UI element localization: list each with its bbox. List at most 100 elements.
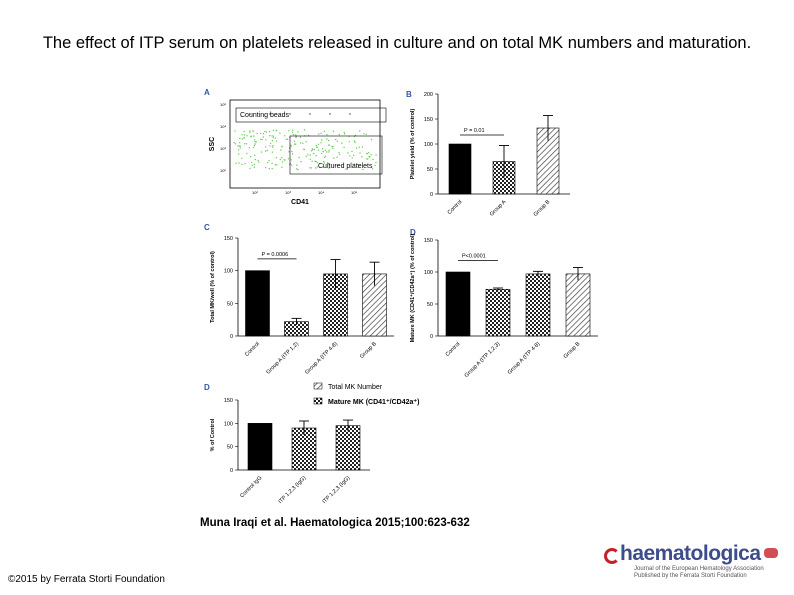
scatter-point bbox=[328, 167, 330, 169]
scatter-point bbox=[343, 146, 345, 148]
copyright: ©2015 by Ferrata Storti Foundation bbox=[8, 574, 165, 585]
scatter-point bbox=[300, 161, 302, 163]
scatter-point bbox=[265, 146, 267, 148]
scatter-point bbox=[288, 151, 290, 153]
scatter-point bbox=[305, 155, 307, 157]
scatter-point bbox=[292, 129, 294, 131]
scatter-point bbox=[281, 157, 283, 159]
bar bbox=[485, 288, 511, 337]
scatter-point bbox=[235, 162, 237, 164]
scatter-point bbox=[322, 166, 324, 168]
bar-chart-1: 0 50 100 150 200 Platelet yield (% of control… bbox=[410, 92, 570, 218]
scatter-point bbox=[366, 152, 368, 155]
y-tick-label: 50 bbox=[227, 445, 233, 451]
scatter-point bbox=[352, 154, 355, 156]
scatter-point bbox=[234, 130, 236, 132]
scatter-point bbox=[310, 167, 312, 169]
scatter-point bbox=[239, 145, 241, 147]
scatter-point bbox=[237, 145, 239, 147]
scatter-point bbox=[239, 147, 241, 149]
y-tick-label: 150 bbox=[424, 238, 433, 244]
gate-label-beads: Counting beads bbox=[240, 112, 290, 119]
scatter-point bbox=[252, 130, 254, 132]
y-axis-label: Total MK/well (% of control) bbox=[210, 251, 216, 323]
scatter-point bbox=[333, 157, 335, 159]
scatter-point bbox=[265, 167, 267, 169]
scatter-point bbox=[266, 161, 269, 164]
scatter-point bbox=[294, 143, 297, 145]
y-tick-label: 0 bbox=[430, 192, 433, 198]
bar-chart-3: 0 50 100 150 Mature MK (CD41⁺/CD42a⁺) (% of … bbox=[409, 233, 598, 379]
scatter-point bbox=[315, 167, 317, 169]
category-label: Control IgG bbox=[239, 475, 263, 499]
gate-label-platelets: Cultured platelets bbox=[318, 163, 373, 170]
category-label: ITP 1,2,3 (IgG) bbox=[322, 475, 352, 505]
scatter-point bbox=[313, 148, 315, 151]
scatter-point bbox=[259, 132, 262, 135]
scatter-points bbox=[233, 113, 377, 171]
bead-point bbox=[329, 113, 331, 115]
scatter-point bbox=[290, 164, 293, 166]
scatter-point bbox=[323, 130, 325, 132]
scatter-point bbox=[246, 135, 248, 137]
scatter-point bbox=[328, 144, 330, 146]
scatter-point bbox=[347, 152, 349, 154]
scatter-point bbox=[353, 163, 355, 165]
scatter-point bbox=[254, 158, 257, 161]
scatter-point bbox=[279, 158, 281, 161]
scatter-point bbox=[250, 135, 253, 137]
scatter-point bbox=[290, 145, 292, 147]
slide-title: The effect of ITP serum on platelets rel… bbox=[42, 34, 752, 52]
figure: A B C D D Counting beads Cultured platel… bbox=[190, 80, 610, 515]
scatter-point bbox=[246, 152, 248, 155]
scatter-point bbox=[324, 149, 327, 152]
bead-point bbox=[249, 113, 251, 115]
panel-letter-c: C bbox=[204, 223, 210, 232]
panel-a-ylabel: SSC bbox=[209, 137, 216, 151]
logo-tagline-1: Journal of the European Hematology Assoc… bbox=[634, 566, 764, 572]
scatter-point bbox=[359, 130, 361, 132]
scatter-point bbox=[315, 160, 317, 163]
scatter-point bbox=[266, 149, 268, 152]
scatter-point bbox=[274, 137, 277, 139]
scatter-point bbox=[271, 135, 273, 137]
scatter-point bbox=[286, 138, 289, 140]
scatter-point bbox=[323, 162, 325, 164]
scatter-point bbox=[262, 133, 265, 135]
scatter-point bbox=[371, 168, 374, 170]
scatter-point bbox=[323, 160, 325, 163]
scatter-point bbox=[341, 142, 343, 144]
scatter-point bbox=[335, 138, 337, 141]
scatter-point bbox=[253, 166, 255, 168]
scatter-point bbox=[303, 129, 306, 131]
scatter-point bbox=[238, 162, 240, 164]
significance-label: P<0.0001 bbox=[462, 253, 486, 259]
y-tick-label: 0 bbox=[230, 334, 233, 340]
scatter-point bbox=[343, 133, 346, 135]
scatter-point bbox=[316, 146, 318, 148]
bar bbox=[565, 273, 591, 337]
scatter-point bbox=[239, 142, 241, 144]
scatter-point bbox=[238, 145, 240, 147]
y-tick-label: 0 bbox=[230, 468, 233, 474]
a-ytick-2: 10⁴ bbox=[220, 124, 226, 129]
panel-e-legend: Total MK Number Mature MK (CD41⁺/CD42a⁺) bbox=[313, 382, 419, 406]
bar-chart-2: 0 50 100 150 Total MK/well (% of control) Con… bbox=[210, 236, 394, 376]
scatter-point bbox=[305, 141, 307, 143]
scatter-point bbox=[315, 155, 317, 157]
logo-word: haematologica bbox=[620, 542, 761, 565]
scatter-point bbox=[309, 158, 312, 160]
scatter-point bbox=[326, 138, 328, 140]
scatter-point bbox=[334, 164, 337, 167]
figure-svg: A B C D D Counting beads Cultured platel… bbox=[204, 88, 598, 505]
scatter-point bbox=[368, 152, 370, 154]
scatter-point bbox=[269, 135, 271, 137]
scatter-point bbox=[317, 143, 320, 145]
gate-cultured-platelets bbox=[289, 135, 383, 175]
category-label: Group A (ITP 4-8) bbox=[304, 341, 339, 376]
bar bbox=[448, 143, 472, 195]
scatter-point bbox=[283, 159, 285, 161]
scatter-point bbox=[258, 161, 260, 163]
scatter-point bbox=[332, 145, 334, 148]
scatter-point bbox=[343, 131, 345, 134]
